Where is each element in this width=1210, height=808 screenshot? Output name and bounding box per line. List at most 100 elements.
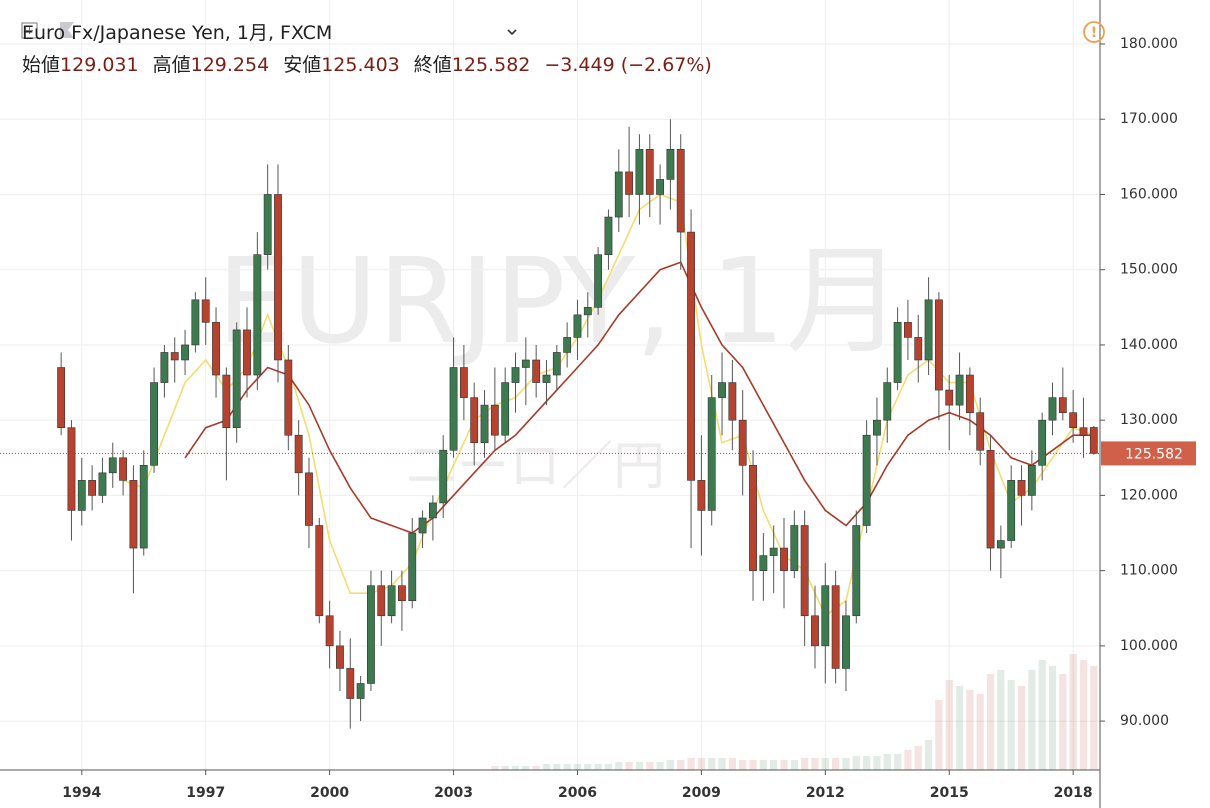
volume-bar [842, 758, 850, 770]
candle-body [428, 502, 437, 519]
candle-body [707, 397, 716, 511]
candle-body [862, 434, 871, 526]
candle-body [150, 382, 158, 466]
candle-body [57, 367, 66, 428]
x-tick-label: 2018 [1054, 785, 1093, 801]
volume-bar [759, 760, 767, 770]
candle-body [170, 352, 179, 361]
candle-body [883, 382, 892, 421]
alert-mark: ! [1091, 25, 1097, 41]
candle-body [243, 329, 251, 376]
y-tick-label: 110.000 [1120, 563, 1178, 579]
volume-bar [955, 686, 964, 770]
header-title: Euro Fx/Japanese Yen, 1月, FXCM [22, 22, 333, 44]
moving-averages [122, 193, 1095, 618]
candle-body [387, 585, 396, 617]
candle-body [635, 149, 644, 195]
candle-body [284, 359, 293, 436]
last-price-tag [1101, 441, 1196, 466]
last-price-label: 125.582 [1125, 446, 1183, 462]
volume-bar [883, 754, 891, 770]
candle-body [181, 344, 189, 361]
watermark-sub: ユーロ／円 [405, 437, 665, 497]
volume-bar [553, 764, 561, 770]
volume-bar [542, 764, 551, 770]
candle-body [893, 322, 902, 383]
x-tick-label: 2003 [434, 785, 473, 801]
volume-bar [666, 760, 675, 770]
ohlc-label: 終値 [413, 54, 452, 76]
ohlc-value: 125.403 [321, 54, 400, 76]
candle-body [336, 645, 344, 669]
candle-body [800, 525, 809, 617]
volume-bar [687, 758, 695, 770]
volume-bar [1017, 686, 1026, 770]
candle-body [1027, 465, 1036, 496]
volume-bar [1059, 674, 1067, 770]
candle-body [88, 480, 97, 496]
candle-body [367, 585, 375, 684]
volume-bar [491, 766, 499, 770]
expand-icon[interactable] [21, 22, 38, 39]
volume-bar [501, 766, 509, 770]
candle-body [656, 179, 664, 195]
candle-body [346, 668, 355, 699]
candle-body [842, 615, 850, 669]
candle-body [305, 472, 313, 526]
candle-body [408, 532, 417, 602]
volume-bar [677, 760, 685, 770]
change: −3.449 (−2.67%) [544, 54, 712, 76]
volume-bar [1090, 666, 1098, 770]
y-tick-label: 90.000 [1120, 713, 1169, 729]
volume-bar [584, 764, 592, 770]
candle-body [573, 314, 582, 338]
y-tick-label: 150.000 [1120, 262, 1178, 278]
symbol-menu[interactable] [507, 29, 517, 36]
candle-body [759, 555, 768, 571]
candle-body [263, 194, 272, 255]
volume-bar [821, 758, 829, 770]
candle-body [542, 374, 551, 383]
candle-body [666, 149, 675, 180]
ohlc-value: 129.031 [60, 54, 139, 76]
candle-body [511, 367, 520, 383]
volume-bar [893, 754, 902, 770]
ohlc-label: 始値 [22, 54, 61, 76]
candle-body [490, 404, 499, 436]
candle-body [625, 171, 634, 195]
volume-bar [739, 760, 747, 770]
candle-body [831, 585, 840, 669]
volume-bar [986, 674, 995, 770]
volume-bar [522, 766, 530, 770]
candle-body [594, 254, 603, 308]
candle-body [325, 615, 334, 647]
y-tick-label: 120.000 [1120, 487, 1178, 503]
watermark-group: EURJPY, 1月 ユーロ／円 [217, 232, 903, 497]
volume-bar [935, 700, 943, 770]
volume-bar [708, 758, 716, 770]
candle-body [614, 171, 623, 218]
candle-body [501, 382, 510, 436]
candle-body [1069, 412, 1078, 428]
ohlc-value: 125.582 [451, 54, 531, 76]
candle-body [780, 547, 788, 571]
candle-body [356, 683, 365, 699]
alert-icon[interactable] [1083, 21, 1105, 43]
volume-bar [780, 760, 788, 770]
candle-body [377, 585, 386, 617]
candle-body [470, 397, 479, 444]
volume-bar [997, 670, 1005, 770]
candle-body [965, 374, 974, 413]
volume-bar [625, 762, 633, 770]
ohlc-header: 始値129.031 高値129.254 安値125.403 終値125.582 −3.4… [22, 50, 712, 77]
candle-body [191, 299, 200, 346]
x-tick-label: 2009 [682, 785, 721, 801]
y-tick-label: 140.000 [1120, 337, 1178, 353]
volume-bar [728, 758, 736, 770]
candle-body [160, 352, 169, 383]
candle-body [1058, 397, 1067, 413]
volume-bar [1038, 660, 1046, 770]
candle-body [201, 299, 210, 323]
candle-body [1017, 480, 1026, 496]
